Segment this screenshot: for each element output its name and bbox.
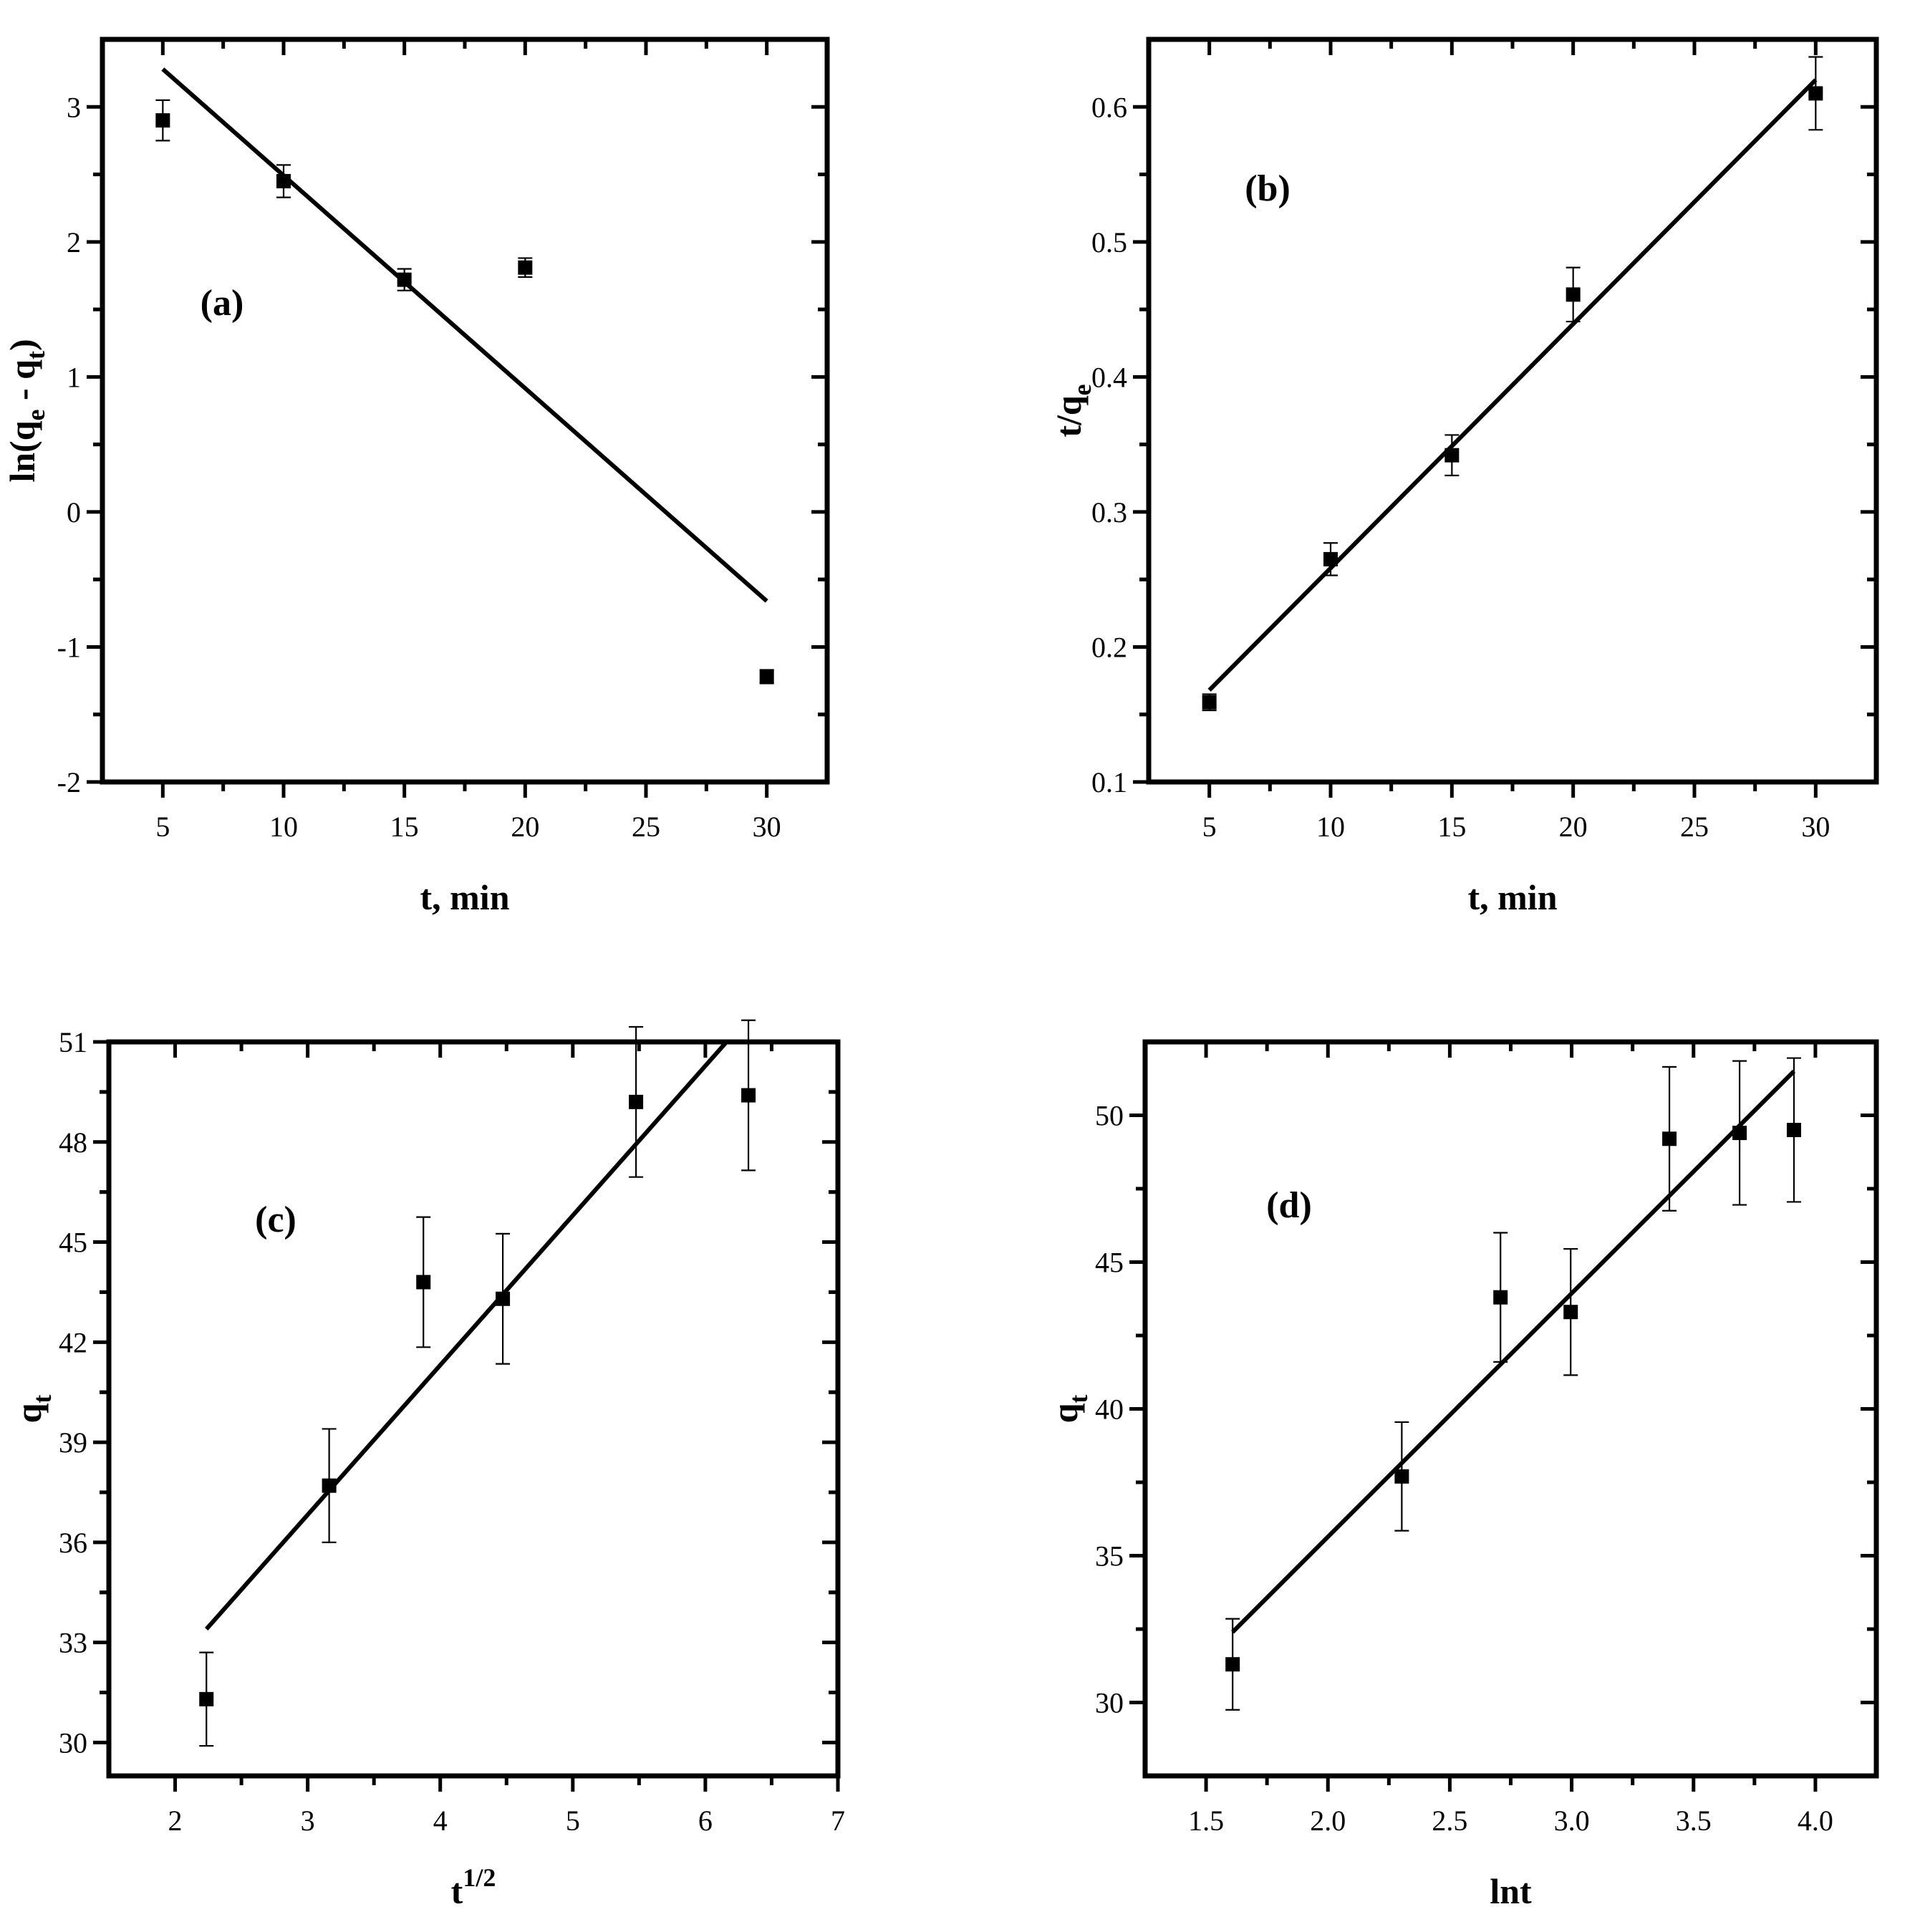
x-tick-label: 4.0 <box>1798 1805 1833 1837</box>
data-point <box>416 1275 431 1290</box>
data-point <box>1202 695 1217 710</box>
data-point <box>1493 1290 1508 1305</box>
y-tick-label: 0.6 <box>1091 91 1127 123</box>
y-tick-label: 50 <box>1095 1100 1124 1132</box>
data-point <box>759 669 774 684</box>
panel-label: (c) <box>255 1199 296 1240</box>
data-point <box>155 113 170 128</box>
data-point <box>1563 1305 1578 1320</box>
linear-fit-line <box>1231 1069 1796 1634</box>
y-tick-label: 0.4 <box>1091 361 1127 393</box>
data-point <box>397 272 412 287</box>
data-point <box>1394 1469 1409 1484</box>
y-tick-label: 0.1 <box>1091 766 1127 798</box>
data-point <box>1732 1126 1747 1141</box>
x-tick-label: 5 <box>1202 811 1217 843</box>
y-tick-label: 30 <box>59 1726 87 1759</box>
y-tick-label: 36 <box>59 1527 87 1559</box>
panel-d: 1.5 2.0 2.5 3.0 3.5 4.0 30 35 40 45 50 (d) lnt qt <box>1045 1039 1879 1911</box>
data-point <box>629 1094 644 1109</box>
y-tick-label: 2 <box>67 226 81 259</box>
data-point <box>1662 1131 1677 1146</box>
x-axis-title: lnt <box>1490 1871 1532 1911</box>
data-point <box>518 260 533 275</box>
x-tick-label: 20 <box>511 811 539 843</box>
data-point <box>199 1691 214 1706</box>
data-point <box>322 1478 337 1493</box>
y-tick-label: 35 <box>1095 1540 1124 1573</box>
panel-b: 5 10 15 20 25 30 0.1 0.2 0.3 0.4 0.5 0.6 (b) t, min t/… <box>1048 37 1879 917</box>
y-tick-label: -1 <box>57 631 81 663</box>
x-tick-label: 20 <box>1559 811 1588 843</box>
x-tick-label: 2.5 <box>1432 1805 1467 1837</box>
x-tick-label: 3.5 <box>1676 1805 1712 1837</box>
plot-frame <box>1142 1039 1879 1779</box>
x-tick-label: 3 <box>301 1805 315 1837</box>
panel-label: (d) <box>1266 1185 1312 1226</box>
y-tick-label: 33 <box>59 1627 87 1659</box>
data-point <box>276 173 291 188</box>
x-tick-label: 1.5 <box>1188 1805 1224 1837</box>
x-tick-label: 5 <box>155 811 170 843</box>
panel-a: 5 10 15 20 25 30 -2 -1 0 1 2 3 (a) t, min ln(qe - qt) <box>2 37 830 917</box>
y-tick-label: 0.2 <box>1091 631 1127 663</box>
data-point <box>1225 1657 1240 1672</box>
y-axis-title: qt <box>1045 1395 1093 1424</box>
data-point <box>496 1291 511 1306</box>
y-tick-label: 1 <box>67 361 81 393</box>
panel-label: (a) <box>201 283 244 324</box>
y-tick-label: 39 <box>59 1426 87 1459</box>
y-axis-title: qt <box>9 1395 57 1424</box>
x-tick-label: 25 <box>632 811 660 843</box>
y-tick-label: 45 <box>59 1227 87 1259</box>
x-axis-title: t, min <box>420 877 510 917</box>
linear-fit-line <box>204 1040 728 1631</box>
y-tick-label: 30 <box>1095 1687 1124 1719</box>
y-tick-label: 0 <box>67 496 81 528</box>
x-axis-title: t, min <box>1468 877 1558 917</box>
x-tick-label: 30 <box>753 811 781 843</box>
x-tick-label: 30 <box>1801 811 1830 843</box>
y-tick-label: 42 <box>59 1326 87 1358</box>
plot-frame <box>100 37 830 785</box>
data-point <box>1323 551 1338 566</box>
x-tick-label: 3.0 <box>1554 1805 1590 1837</box>
x-tick-label: 6 <box>698 1805 713 1837</box>
data-point <box>1786 1123 1801 1137</box>
y-axis-title: ln(qe - qt) <box>2 339 50 482</box>
x-tick-label: 10 <box>269 811 298 843</box>
x-tick-label: 10 <box>1316 811 1345 843</box>
x-tick-label: 4 <box>433 1805 448 1837</box>
y-tick-label: 3 <box>67 91 81 123</box>
x-tick-label: 15 <box>1437 811 1466 843</box>
y-tick-label: 0.5 <box>1091 226 1127 259</box>
y-axis-title: t/qe <box>1048 384 1096 437</box>
data-point <box>1444 448 1460 463</box>
linear-fit-line <box>1207 78 1818 692</box>
data-point <box>741 1088 756 1103</box>
y-tick-label: 0.3 <box>1091 496 1127 528</box>
y-tick-label: 45 <box>1095 1247 1124 1279</box>
data-point <box>1566 287 1581 302</box>
y-tick-label: 51 <box>59 1026 87 1058</box>
linear-fit-line <box>161 67 768 603</box>
y-tick-label: 48 <box>59 1126 87 1159</box>
x-tick-label: 15 <box>390 811 419 843</box>
x-tick-label: 25 <box>1680 811 1709 843</box>
data-point <box>1808 86 1823 101</box>
plot-frame <box>1146 37 1879 785</box>
y-tick-label: 40 <box>1095 1394 1124 1426</box>
x-tick-label: 5 <box>566 1805 580 1837</box>
x-tick-label: 2.0 <box>1310 1805 1346 1837</box>
panel-label: (b) <box>1245 168 1291 209</box>
x-tick-label: 2 <box>168 1805 183 1837</box>
x-axis-title: t1/2 <box>451 1863 496 1911</box>
x-tick-label: 7 <box>831 1805 845 1837</box>
plot-frame <box>106 1039 841 1779</box>
y-tick-label: -2 <box>57 766 81 798</box>
